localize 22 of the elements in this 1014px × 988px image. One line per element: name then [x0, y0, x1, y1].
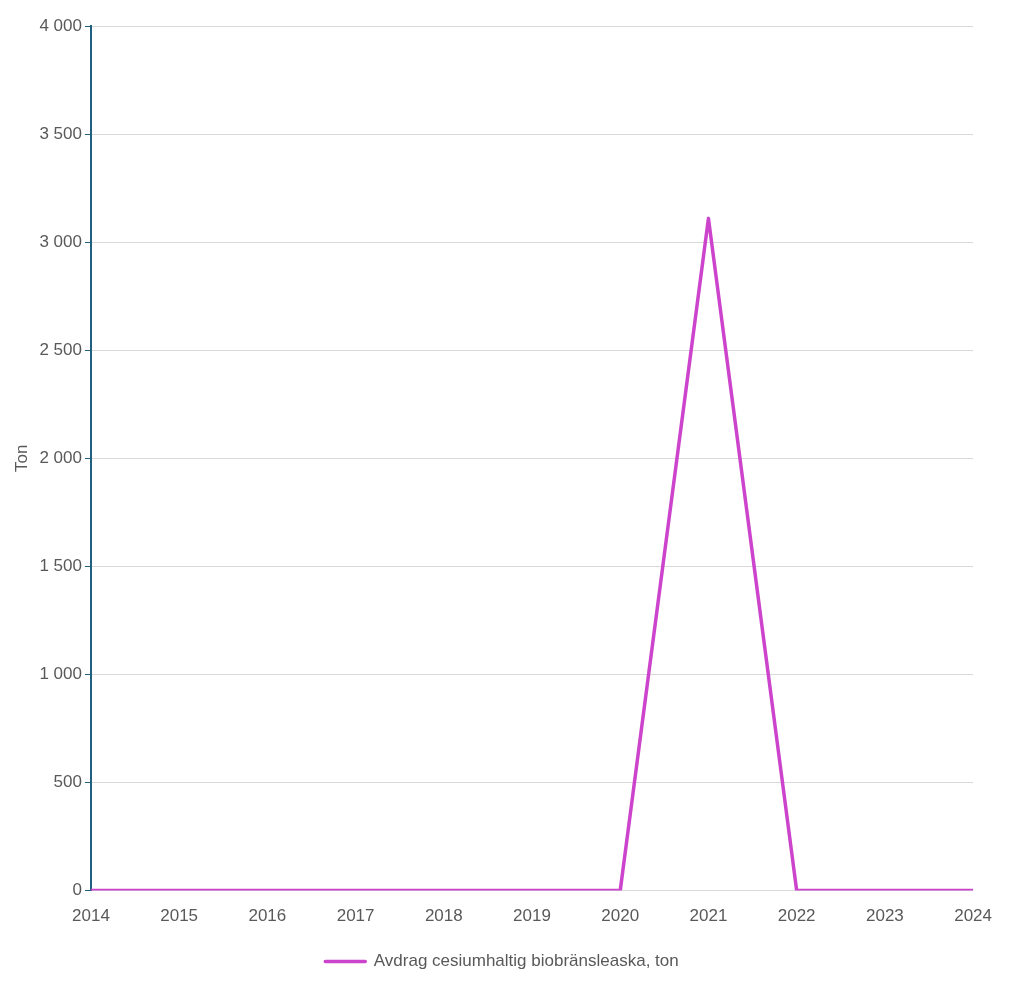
x-tick-label: 2020	[601, 906, 640, 926]
y-tick-label: 3 000	[39, 231, 82, 251]
y-tick-label: 3 500	[39, 123, 82, 143]
y-tick-label: 2 000	[39, 447, 82, 467]
y-tick-label: 500	[53, 772, 82, 792]
x-tick-label: 2016	[248, 906, 287, 926]
y-axis-title: Ton	[11, 444, 31, 473]
y-tick-label: 2 500	[39, 339, 82, 359]
y-tick-label: 1 500	[39, 556, 82, 576]
x-tick-label: 2015	[160, 906, 199, 926]
x-tick-label: 2017	[336, 906, 375, 926]
x-tick-label: 2014	[72, 906, 110, 926]
y-tick-label: 1 000	[39, 664, 82, 684]
x-tick-label: 2022	[777, 906, 816, 926]
x-tick-label: 2018	[424, 906, 463, 926]
x-tick-label: 2021	[689, 906, 728, 926]
y-tick-label: 4 000	[39, 15, 82, 35]
x-tick-label: 2023	[865, 906, 904, 926]
y-tick-label: 0	[72, 880, 82, 900]
x-tick-label: 2024	[954, 906, 992, 926]
x-tick-label: 2019	[513, 906, 551, 926]
legend-label: Avdrag cesiumhaltig biobränsleaska, ton	[373, 951, 679, 971]
